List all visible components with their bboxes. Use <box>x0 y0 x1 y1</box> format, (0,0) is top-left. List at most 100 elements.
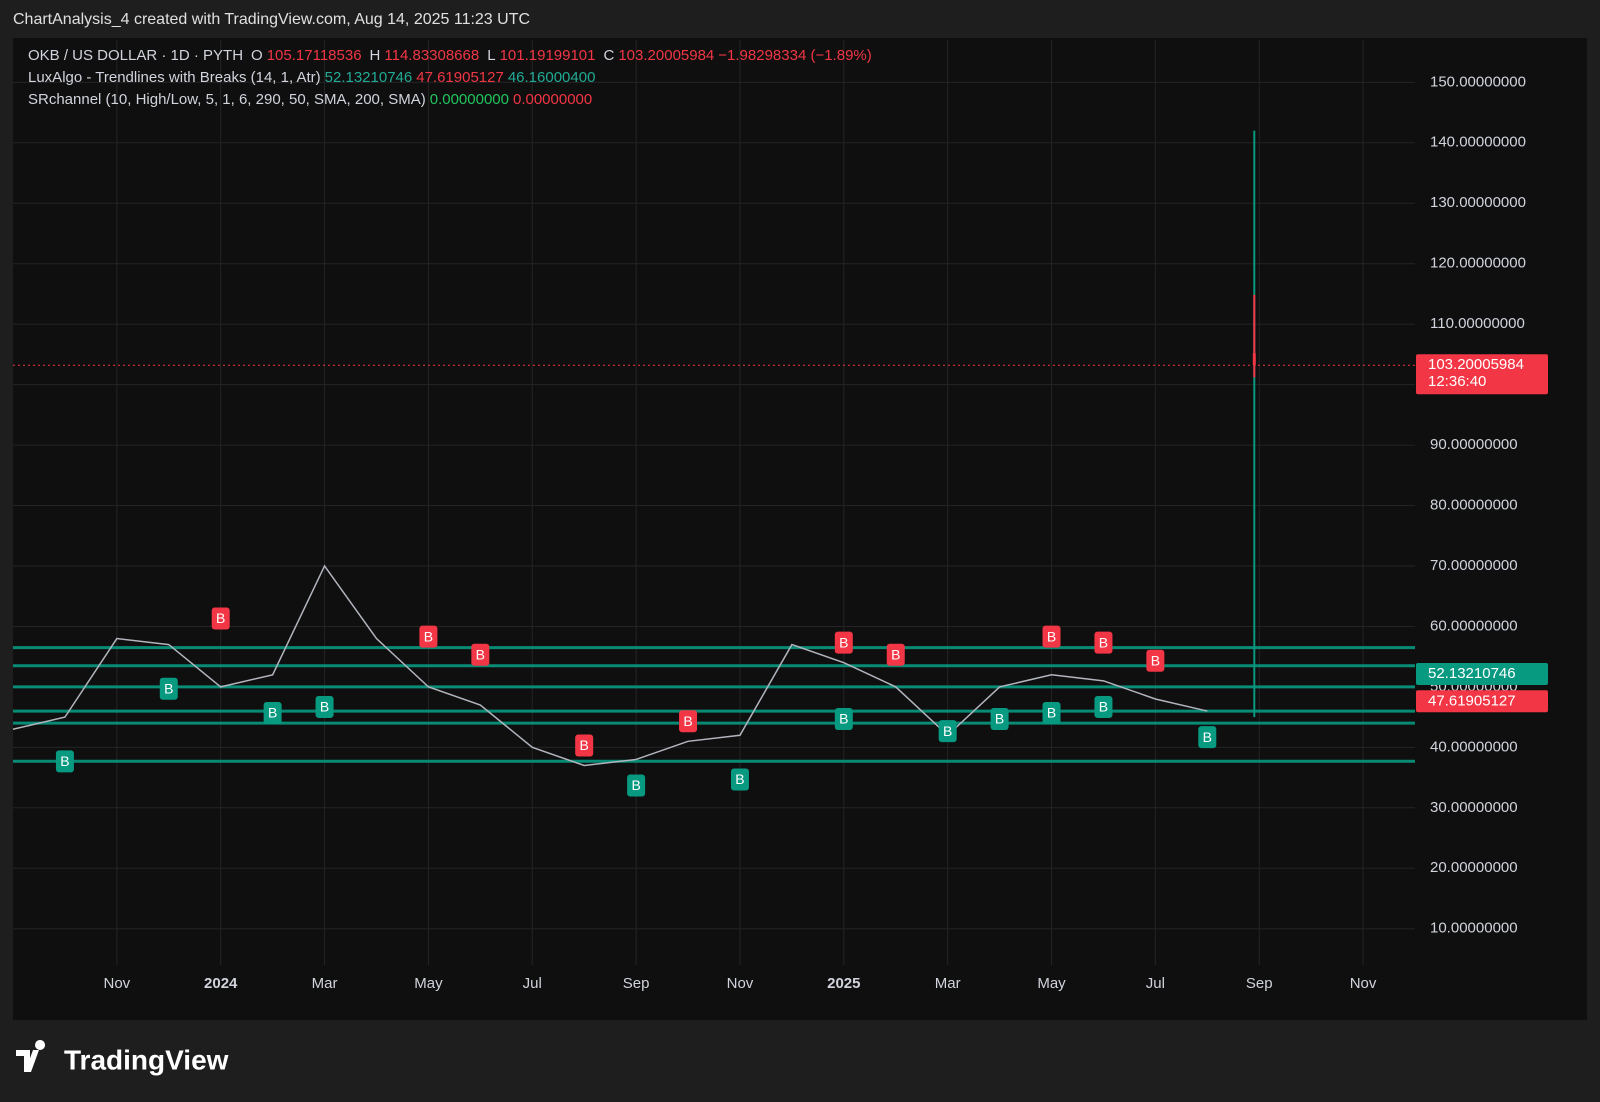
break-label: B <box>1151 653 1160 669</box>
break-marker <box>315 695 334 718</box>
break-label: B <box>839 634 848 650</box>
x-tick-label: Jul <box>1146 975 1165 992</box>
break-marker <box>990 708 1009 731</box>
break-label: B <box>995 711 1004 727</box>
ohlc-letter: H <box>370 47 381 64</box>
change: −1.98298334 (−1.89%) <box>718 47 871 64</box>
candle-body <box>1252 353 1256 366</box>
break-label: B <box>839 711 848 727</box>
indicator-value: 46.16000400 <box>508 69 596 86</box>
break-marker <box>1146 649 1165 672</box>
break-label: B <box>943 723 952 739</box>
break-label: B <box>735 771 744 787</box>
x-tick-label: Sep <box>623 975 650 992</box>
break-marker <box>886 643 905 666</box>
price-line <box>12 564 1208 767</box>
ohlc-letter: L <box>487 47 495 64</box>
countdown: 12:36:40 <box>1428 373 1486 390</box>
x-tick-label: Mar <box>935 975 961 992</box>
indicator-name: SRchannel (10, High/Low, 5, 1, 6, 290, 5… <box>28 91 426 108</box>
break-marker <box>211 607 230 630</box>
ohlc-value: 103.20005984 <box>618 47 714 64</box>
break-marker <box>1042 701 1061 724</box>
break-marker <box>1094 695 1113 718</box>
break-marker <box>419 625 438 648</box>
break-marker <box>730 768 749 791</box>
break-label: B <box>1047 628 1056 644</box>
break-label: B <box>1099 699 1108 715</box>
price-tag-label: 52.13210746 <box>1428 665 1516 682</box>
break-marker <box>471 643 490 666</box>
indicator-value: 0.00000000 <box>430 91 509 108</box>
break-label: B <box>268 705 277 721</box>
y-tick-label: 140.00000000 <box>1430 134 1526 151</box>
break-label: B <box>60 753 69 769</box>
logo-icon <box>16 1040 46 1072</box>
break-marker <box>1198 726 1217 749</box>
break-label: B <box>320 699 329 715</box>
break-label: B <box>1203 729 1212 745</box>
break-label: B <box>631 777 640 793</box>
ohlc-value: 101.19199101 <box>500 47 596 64</box>
y-tick-label: 40.00000000 <box>1430 738 1518 755</box>
break-marker <box>834 708 853 731</box>
break-marker <box>1094 631 1113 654</box>
price-tag <box>1416 690 1548 713</box>
legend-row: OKB / US DOLLAR · 1D · PYTH O 105.17118536… <box>28 47 872 64</box>
x-tick-label: Nov <box>104 975 131 992</box>
x-tick-label: Nov <box>1350 975 1377 992</box>
price-tag-label: 103.20005984 <box>1428 356 1524 373</box>
indicator-value: 47.61905127 <box>416 69 504 86</box>
brand-name: TradingView <box>64 1044 229 1075</box>
indicator-value: 0.00000000 <box>513 91 592 108</box>
y-tick-label: 80.00000000 <box>1430 496 1518 513</box>
break-marker <box>679 710 698 733</box>
symbol-title: OKB / US DOLLAR · 1D · PYTH <box>28 47 243 64</box>
indicator-name: LuxAlgo - Trendlines with Breaks (14, 1,… <box>28 69 321 86</box>
price-tag-label: 47.61905127 <box>1428 692 1516 709</box>
break-marker <box>159 677 178 700</box>
break-marker <box>263 701 282 724</box>
break-label: B <box>476 646 485 662</box>
x-tick-label: Nov <box>727 975 754 992</box>
y-tick-label: 60.00000000 <box>1430 617 1518 634</box>
break-marker <box>627 774 646 797</box>
legend-row: LuxAlgo - Trendlines with Breaks (14, 1,… <box>28 69 595 86</box>
y-tick-label: 90.00000000 <box>1430 436 1518 453</box>
y-tick-label: 70.00000000 <box>1430 557 1518 574</box>
y-tick-label: 150.00000000 <box>1430 73 1526 90</box>
price-tag <box>1416 354 1548 395</box>
break-marker <box>55 750 74 773</box>
break-label: B <box>164 681 173 697</box>
ohlc-letter: O <box>251 47 263 64</box>
break-label: B <box>424 628 433 644</box>
y-tick-label: 130.00000000 <box>1430 194 1526 211</box>
x-tick-label: 2024 <box>204 975 238 992</box>
price-tag <box>1416 663 1548 686</box>
chart-pane <box>13 38 1587 1020</box>
break-marker <box>1042 625 1061 648</box>
ohlc-letter: C <box>604 47 615 64</box>
y-tick-label: 20.00000000 <box>1430 859 1518 876</box>
x-tick-label: Mar <box>312 975 338 992</box>
y-tick-label: 120.00000000 <box>1430 255 1526 272</box>
x-tick-label: 2025 <box>827 975 860 992</box>
break-label: B <box>580 737 589 753</box>
x-tick-label: May <box>414 975 443 992</box>
break-label: B <box>683 713 692 729</box>
break-label: B <box>216 610 225 626</box>
legend-row: SRchannel (10, High/Low, 5, 1, 6, 290, 5… <box>28 91 592 108</box>
brand-logo: TradingView <box>16 1040 229 1075</box>
break-marker <box>834 631 853 654</box>
y-tick-label: 30.00000000 <box>1430 799 1518 816</box>
break-label: B <box>1047 705 1056 721</box>
y-tick-label: 10.00000000 <box>1430 920 1518 937</box>
break-label: B <box>1099 634 1108 650</box>
ohlc-value: 114.83308668 <box>384 47 479 64</box>
caption: ChartAnalysis_4 created with TradingView… <box>13 11 530 28</box>
ohlc-value: 105.17118536 <box>267 47 362 64</box>
indicator-value: 52.13210746 <box>325 69 413 86</box>
x-tick-label: Jul <box>523 975 542 992</box>
y-tick-label: 110.00000000 <box>1430 315 1525 332</box>
